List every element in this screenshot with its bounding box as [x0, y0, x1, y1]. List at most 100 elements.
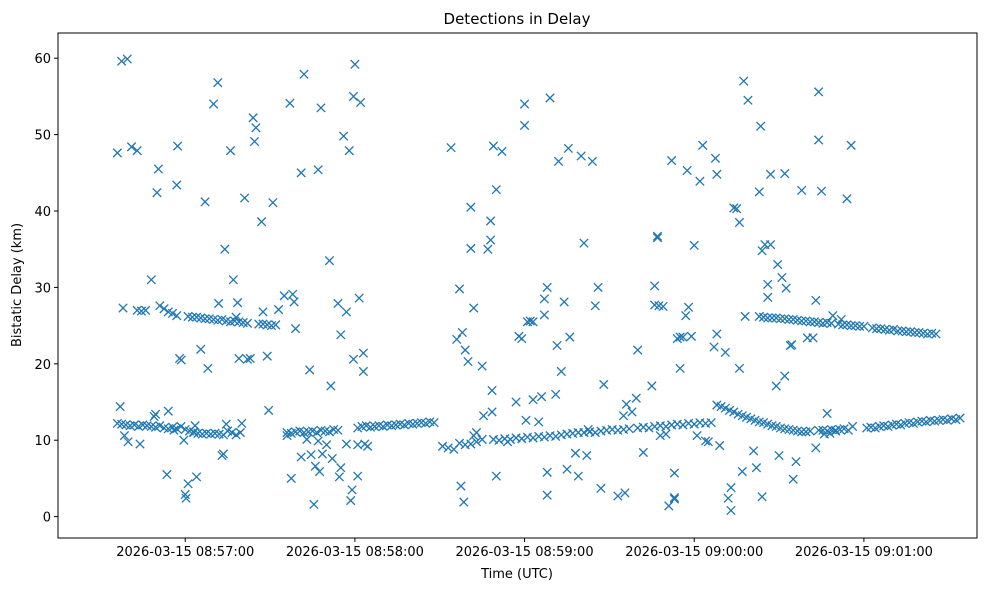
data-point-marker [296, 168, 306, 178]
data-point-marker [627, 407, 637, 417]
data-point-marker [152, 188, 162, 198]
data-point-marker [767, 313, 777, 323]
data-point-marker [678, 420, 688, 430]
data-point-marker [517, 434, 527, 444]
data-point-marker [658, 301, 668, 312]
data-point-marker [825, 428, 835, 438]
data-point-marker [655, 430, 665, 441]
data-point-marker [583, 424, 593, 435]
data-point-marker [710, 153, 721, 163]
data-point-marker [437, 441, 448, 451]
data-point-marker [739, 76, 749, 86]
data-point-marker [664, 501, 674, 511]
data-point-marker [805, 317, 815, 327]
data-point-marker [781, 283, 791, 293]
data-point-marker [456, 481, 466, 491]
data-point-marker [231, 430, 241, 440]
x-tick-label: 2026-03-15 08:58:00 [286, 545, 424, 560]
data-point-marker [336, 463, 346, 473]
data-point-marker [227, 427, 237, 438]
data-point-marker [313, 436, 323, 446]
data-point-marker [290, 324, 301, 334]
data-point-marker [689, 419, 699, 429]
data-point-marker [248, 113, 258, 123]
data-point-marker [346, 495, 356, 506]
data-point-marker [466, 202, 476, 212]
data-point-marker [296, 452, 306, 462]
data-point-marker [200, 197, 210, 207]
data-point-marker [491, 471, 501, 481]
data-point-marker [596, 483, 606, 493]
data-point-marker [780, 371, 790, 381]
data-point-marker [242, 354, 253, 364]
data-point-marker [326, 381, 336, 391]
data-point-marker [692, 430, 702, 441]
y-tick-label: 40 [34, 205, 51, 220]
data-point-marker [620, 488, 630, 498]
data-point-marker [771, 381, 781, 391]
data-point-marker [791, 456, 801, 467]
data-point-marker [644, 423, 654, 433]
data-point-marker [324, 427, 335, 437]
data-point-marker [497, 146, 507, 157]
data-point-marker [289, 297, 299, 307]
x-tick-label: 2026-03-15 09:00:00 [625, 545, 763, 560]
data-point-marker [695, 176, 705, 186]
data-point-marker [838, 320, 848, 330]
data-point-marker [112, 148, 123, 158]
data-point-marker [652, 231, 663, 241]
data-point-marker [256, 217, 267, 227]
data-point-marker [521, 415, 531, 426]
data-point-marker [811, 443, 821, 453]
data-point-marker [542, 282, 552, 293]
data-point-marker [559, 297, 569, 307]
data-point-marker [836, 314, 846, 325]
data-point-marker [347, 485, 357, 495]
data-point-marker [132, 145, 142, 156]
data-point-marker [355, 97, 366, 108]
data-point-marker [599, 379, 609, 390]
data-point-marker [469, 303, 479, 313]
data-point-marker [774, 450, 784, 461]
data-point-marker [570, 448, 581, 458]
data-point-marker [485, 235, 496, 245]
data-point-marker [534, 417, 544, 427]
data-point-marker [135, 439, 145, 449]
data-point-marker [234, 353, 244, 364]
data-point-marker [661, 421, 671, 432]
plot-frame [57, 32, 978, 539]
data-point-marker [624, 424, 634, 434]
data-point-marker [675, 363, 685, 374]
data-point-marker [562, 464, 572, 474]
data-point-marker [955, 413, 965, 423]
data-point-marker [689, 240, 699, 251]
data-point-marker [344, 145, 354, 156]
data-point-marker [805, 426, 815, 436]
data-point-marker [341, 439, 352, 449]
x-tick-label: 2026-03-15 08:57:00 [116, 545, 254, 560]
data-point-marker [756, 121, 766, 131]
data-point-marker [162, 469, 172, 480]
data-point-marker [743, 95, 753, 105]
y-tick-label: 0 [43, 511, 51, 526]
data-point-marker [122, 54, 132, 64]
data-point-marker [669, 492, 680, 503]
data-point-marker [536, 392, 547, 402]
data-point-marker [225, 145, 236, 156]
data-point-marker [115, 401, 125, 412]
data-point-marker [539, 294, 550, 304]
data-point-marker [348, 354, 359, 364]
data-point-marker [563, 143, 574, 154]
data-point-marker [321, 440, 332, 450]
data-point-marker [313, 165, 323, 175]
data-point-marker [317, 449, 328, 459]
data-point-marker [593, 282, 603, 293]
data-point-marker [172, 180, 182, 190]
data-point-marker [757, 492, 767, 502]
data-point-marker [830, 425, 841, 435]
data-point-marker [249, 136, 260, 147]
data-point-marker [901, 327, 911, 337]
data-point-marker [726, 505, 736, 516]
data-point-marker [720, 347, 730, 358]
